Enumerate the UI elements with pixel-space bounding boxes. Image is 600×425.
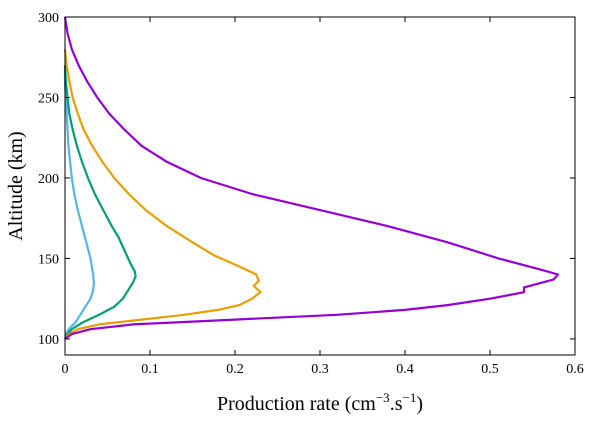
y-tick-label: 100	[38, 333, 59, 348]
series-layer	[63, 16, 560, 340]
x-tick-label: 0.5	[481, 362, 499, 377]
ticks-layer: 0 0.1 0.2 0.3 0.4 0.5 0.6 100 150 200 250 300	[38, 11, 584, 377]
plot-frame	[64, 16, 576, 356]
plot-background	[65, 17, 575, 355]
y-tick-label: 300	[38, 11, 59, 26]
x-tick-label: 0	[62, 362, 69, 377]
y-tick-label: 200	[38, 172, 59, 187]
x-tick-label: 0.4	[396, 362, 414, 377]
series-line-4	[63, 16, 560, 340]
y-tick-label: 250	[38, 91, 59, 106]
y-tick-label: 150	[38, 252, 59, 267]
x-tick-label: 0.1	[141, 362, 159, 377]
x-tick-label: 0.2	[226, 362, 244, 377]
x-axis-title: Production rate (cm−3.s−1)	[217, 390, 423, 415]
x-tick-label: 0.6	[566, 362, 584, 377]
series-line-2	[63, 65, 137, 340]
x-tick-label: 0.3	[311, 362, 329, 377]
series-line-3	[63, 49, 262, 340]
y-axis-title: Altitude (km)	[5, 131, 27, 240]
series-line-1	[63, 65, 95, 340]
